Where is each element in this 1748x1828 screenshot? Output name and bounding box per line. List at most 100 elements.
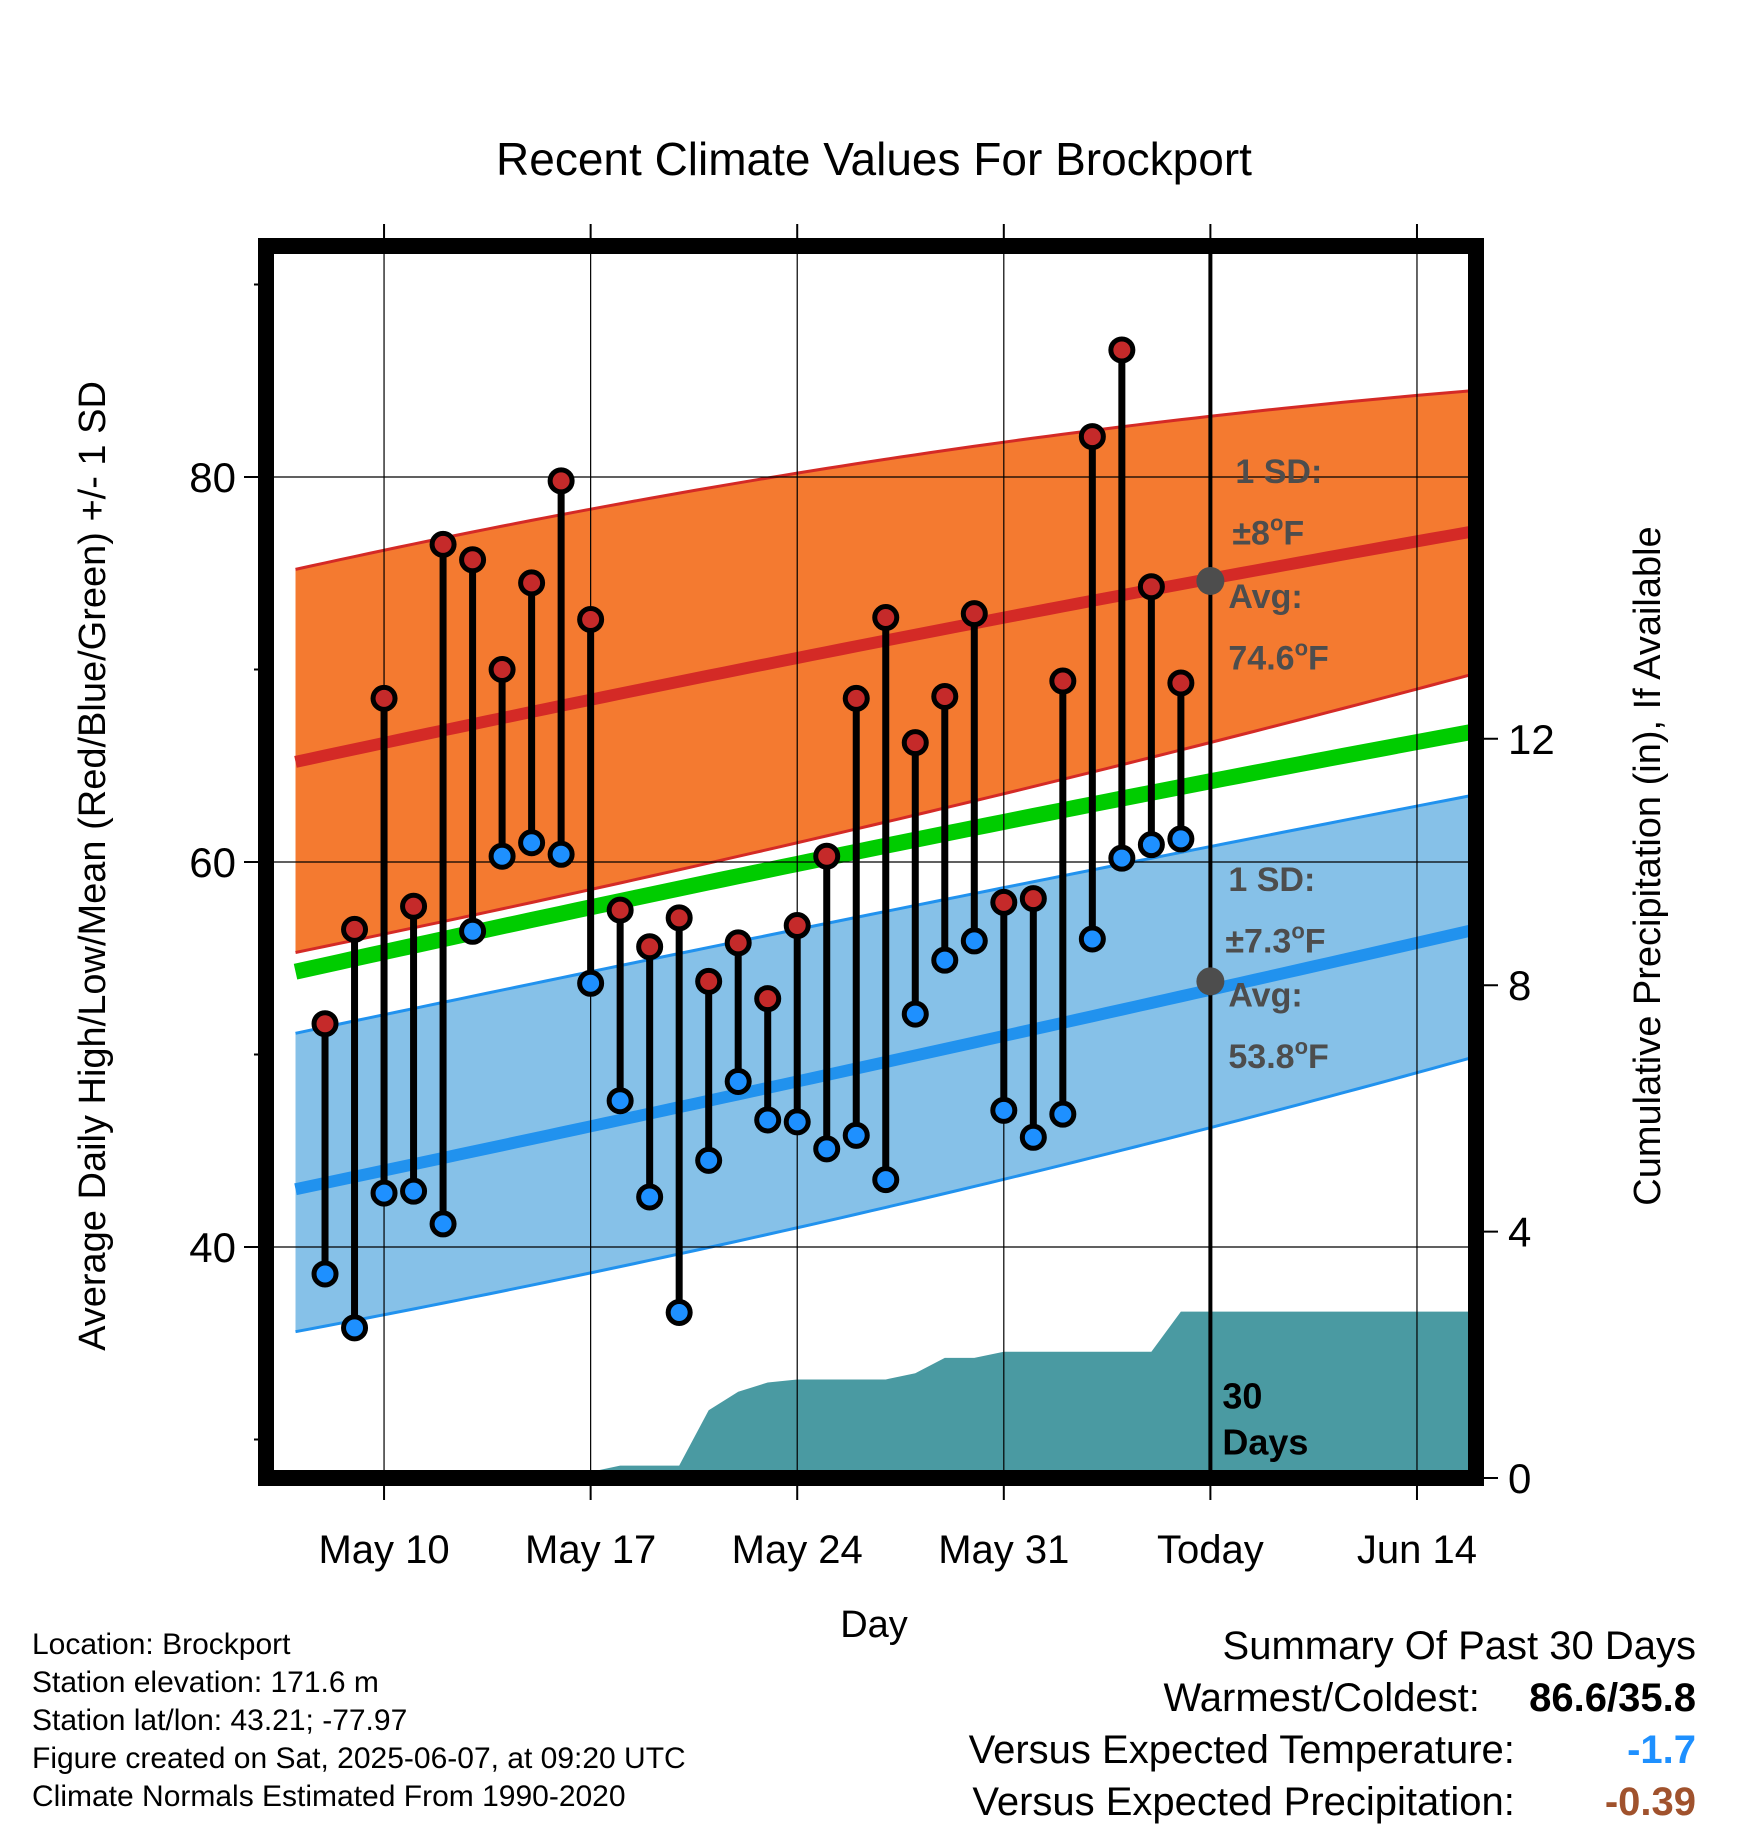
daily-low-point <box>872 1166 900 1194</box>
x-tick-label: May 10 <box>318 1528 449 1572</box>
daily-high-point <box>931 682 959 710</box>
today-low-avg-marker <box>1196 967 1225 996</box>
summary-temp-row: Versus Expected Temperature: -1.7 <box>969 1724 1696 1776</box>
daily-high-point <box>370 684 398 712</box>
precipitation-area <box>295 1311 1476 1478</box>
low-sd-lower-edge <box>295 1054 1476 1334</box>
daily-high-point <box>960 600 988 628</box>
daily-low-point <box>665 1298 693 1326</box>
daily-low-point <box>1108 844 1136 872</box>
summary-title: Summary Of Past 30 Days <box>1222 1624 1696 1668</box>
warmest-value: 86.6/35.8 <box>1529 1676 1696 1720</box>
y-axis-label: Average Daily High/Low/Mean (Red/Blue/Gr… <box>72 381 114 1351</box>
daily-high-point <box>901 729 929 757</box>
daily-low-point <box>1137 831 1165 859</box>
daily-low-point <box>518 829 546 857</box>
daily-low-point <box>754 1106 782 1134</box>
daily-low-point <box>1049 1100 1077 1128</box>
daily-high-point <box>1108 336 1136 364</box>
x-tick-label: Today <box>1157 1528 1264 1572</box>
daily-low-point <box>459 917 487 945</box>
daily-low-point <box>547 840 575 868</box>
daily-high-point <box>1137 573 1165 601</box>
daily-low-point <box>813 1135 841 1163</box>
x-tick-label: May 17 <box>525 1528 656 1572</box>
daily-high-point <box>1167 669 1195 697</box>
daily-high-point <box>842 684 870 712</box>
days-number: 30 <box>1222 1376 1262 1417</box>
x-axis-label: Day <box>840 1604 908 1646</box>
daily-high-point <box>518 569 546 597</box>
y2-tick-label: 0 <box>1508 1455 1531 1502</box>
temp-label: Versus Expected Temperature: <box>968 1728 1515 1772</box>
high-sd-label: 1 SD: <box>1235 453 1322 491</box>
precip-value: -0.39 <box>1604 1780 1696 1824</box>
station-info: Location: Brockport Station elevation: 1… <box>32 1626 686 1816</box>
high-avg-value: 74.6oF <box>1228 636 1328 678</box>
daily-low-point <box>724 1067 752 1095</box>
high-sd-value: ±8oF <box>1232 510 1304 552</box>
daily-high-point <box>341 915 369 943</box>
daily-low-point <box>1167 825 1195 853</box>
daily-high-point <box>547 467 575 495</box>
daily-high-point <box>636 933 664 961</box>
high-avg-label: Avg: <box>1228 578 1302 616</box>
daily-low-point <box>606 1087 634 1115</box>
daily-high-point <box>459 546 487 574</box>
high-sd-upper-edge <box>295 388 1476 571</box>
daily-low-point <box>400 1177 428 1205</box>
elevation-text: Station elevation: 171.6 m <box>32 1666 379 1699</box>
daily-high-point <box>813 842 841 870</box>
y-tick-label: 40 <box>189 1224 236 1271</box>
y2-tick-label: 12 <box>1508 716 1555 763</box>
daily-low-point <box>370 1179 398 1207</box>
daily-high-point <box>754 985 782 1013</box>
daily-low-point <box>783 1108 811 1136</box>
x-tick-label: May 31 <box>938 1528 1069 1572</box>
y-tick-label: 60 <box>189 839 236 886</box>
daily-low-point <box>1078 925 1106 953</box>
daily-high-point <box>872 604 900 632</box>
daily-low-point <box>695 1146 723 1174</box>
y2-tick-label: 4 <box>1508 1209 1531 1256</box>
precip-label: Versus Expected Precipitation: <box>972 1780 1515 1824</box>
daily-low-point <box>311 1260 339 1288</box>
summary-warmest-row: Warmest/Coldest: 86.6/35.8 <box>969 1672 1697 1724</box>
warmest-label: Warmest/Coldest: <box>1163 1676 1480 1720</box>
today-high-avg-marker <box>1196 566 1225 595</box>
daily-high-point <box>400 892 428 920</box>
daily-low-point <box>901 1000 929 1028</box>
y-tick-label: 80 <box>189 454 236 501</box>
daily-high-point <box>1078 423 1106 451</box>
y2-axis-label: Cumulative Precipitation (in), If Availa… <box>1627 526 1669 1205</box>
x-tick-label: May 24 <box>732 1528 863 1572</box>
daily-low-point <box>636 1183 664 1211</box>
daily-low-point <box>960 927 988 955</box>
daily-high-point <box>990 888 1018 916</box>
daily-low-point <box>429 1210 457 1238</box>
normals-text: Climate Normals Estimated From 1990-2020 <box>32 1780 626 1813</box>
days-word: Days <box>1222 1422 1308 1463</box>
x-tick-label: Jun 14 <box>1357 1528 1477 1572</box>
summary-panel: Summary Of Past 30 Days Warmest/Coldest:… <box>969 1620 1696 1828</box>
low-avg-value: 53.8oF <box>1228 1034 1328 1076</box>
daily-high-point <box>695 967 723 995</box>
daily-high-point <box>1049 667 1077 695</box>
daily-high-point <box>606 896 634 924</box>
daily-low-point <box>341 1314 369 1342</box>
daily-high-point <box>1019 885 1047 913</box>
latlon-text: Station lat/lon: 43.21; -77.97 <box>32 1704 408 1737</box>
daily-high-point <box>311 1010 339 1038</box>
location-text: Location: Brockport <box>32 1628 291 1661</box>
daily-low-point <box>577 969 605 997</box>
daily-low-point <box>1019 1123 1047 1151</box>
daily-high-point <box>577 605 605 633</box>
daily-high-point <box>488 656 516 683</box>
daily-low-point <box>990 1096 1018 1124</box>
daily-low-point <box>842 1121 870 1149</box>
temp-value: -1.7 <box>1627 1728 1696 1772</box>
low-sd-value: ±7.3oF <box>1225 918 1325 960</box>
summary-precip-row: Versus Expected Precipitation: -0.39 <box>969 1776 1696 1828</box>
daily-high-point <box>429 530 457 558</box>
